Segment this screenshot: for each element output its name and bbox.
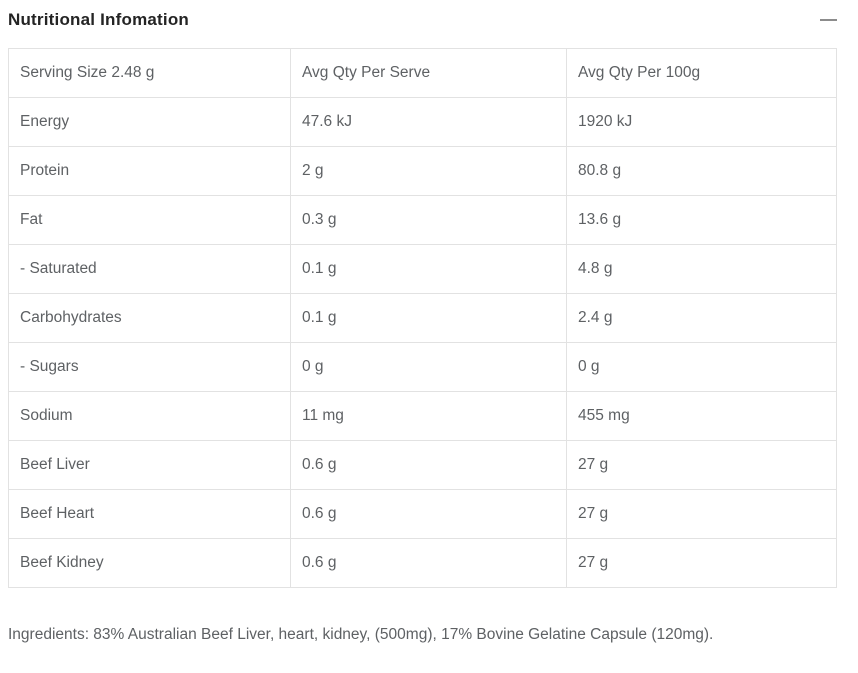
table-cell: 455 mg xyxy=(566,391,837,441)
table-header-cell: Serving Size 2.48 g xyxy=(8,48,291,98)
table-cell: Sodium xyxy=(8,391,291,441)
table-cell: 13.6 g xyxy=(566,195,837,245)
table-row: Fat 0.3 g 13.6 g xyxy=(8,195,837,245)
table-cell: 0.1 g xyxy=(290,293,567,343)
table-row: Beef Heart 0.6 g 27 g xyxy=(8,489,837,539)
table-cell: Carbohydrates xyxy=(8,293,291,343)
minus-icon[interactable] xyxy=(820,19,837,21)
table-row: Beef Liver 0.6 g 27 g xyxy=(8,440,837,490)
table-row: Carbohydrates 0.1 g 2.4 g xyxy=(8,293,837,343)
table-row: - Saturated 0.1 g 4.8 g xyxy=(8,244,837,294)
table-row: Sodium 11 mg 455 mg xyxy=(8,391,837,441)
table-cell: 27 g xyxy=(566,489,837,539)
table-cell: 4.8 g xyxy=(566,244,837,294)
table-cell: Fat xyxy=(8,195,291,245)
table-cell: 0 g xyxy=(290,342,567,392)
table-cell: 0.6 g xyxy=(290,440,567,490)
table-cell: 27 g xyxy=(566,440,837,490)
table-cell: 0.1 g xyxy=(290,244,567,294)
table-header-cell: Avg Qty Per 100g xyxy=(566,48,837,98)
table-cell: 0 g xyxy=(566,342,837,392)
ingredients-text: Ingredients: 83% Australian Beef Liver, … xyxy=(8,626,714,643)
table-cell: 11 mg xyxy=(290,391,567,441)
table-cell: Beef Liver xyxy=(8,440,291,490)
table-cell: 1920 kJ xyxy=(566,97,837,147)
table-header-cell: Avg Qty Per Serve xyxy=(290,48,567,98)
table-cell: - Sugars xyxy=(8,342,291,392)
table-header-row: Serving Size 2.48 g Avg Qty Per Serve Avg … xyxy=(8,48,837,98)
table-cell: Beef Heart xyxy=(8,489,291,539)
table-cell: 0.6 g xyxy=(290,538,567,588)
nutrition-table-body: Serving Size 2.48 g Avg Qty Per Serve Avg … xyxy=(8,48,837,588)
table-cell: Beef Kidney xyxy=(8,538,291,588)
table-cell: 0.3 g xyxy=(290,195,567,245)
table-cell: 2 g xyxy=(290,146,567,196)
nutrition-accordion-section: Nutritional Infomation Serving Size 2.48… xyxy=(8,6,837,643)
table-cell: 80.8 g xyxy=(566,146,837,196)
table-cell: 0.6 g xyxy=(290,489,567,539)
table-cell: Energy xyxy=(8,97,291,147)
table-cell: 27 g xyxy=(566,538,837,588)
table-cell: Protein xyxy=(8,146,291,196)
table-cell: 2.4 g xyxy=(566,293,837,343)
table-row: Energy 47.6 kJ 1920 kJ xyxy=(8,97,837,147)
section-title: Nutritional Infomation xyxy=(8,10,189,29)
accordion-header[interactable]: Nutritional Infomation xyxy=(8,6,837,34)
table-cell: - Saturated xyxy=(8,244,291,294)
table-cell: 47.6 kJ xyxy=(290,97,567,147)
table-row: Beef Kidney 0.6 g 27 g xyxy=(8,538,837,588)
nutrition-table: Serving Size 2.48 g Avg Qty Per Serve Avg … xyxy=(8,48,837,588)
table-row: Protein 2 g 80.8 g xyxy=(8,146,837,196)
